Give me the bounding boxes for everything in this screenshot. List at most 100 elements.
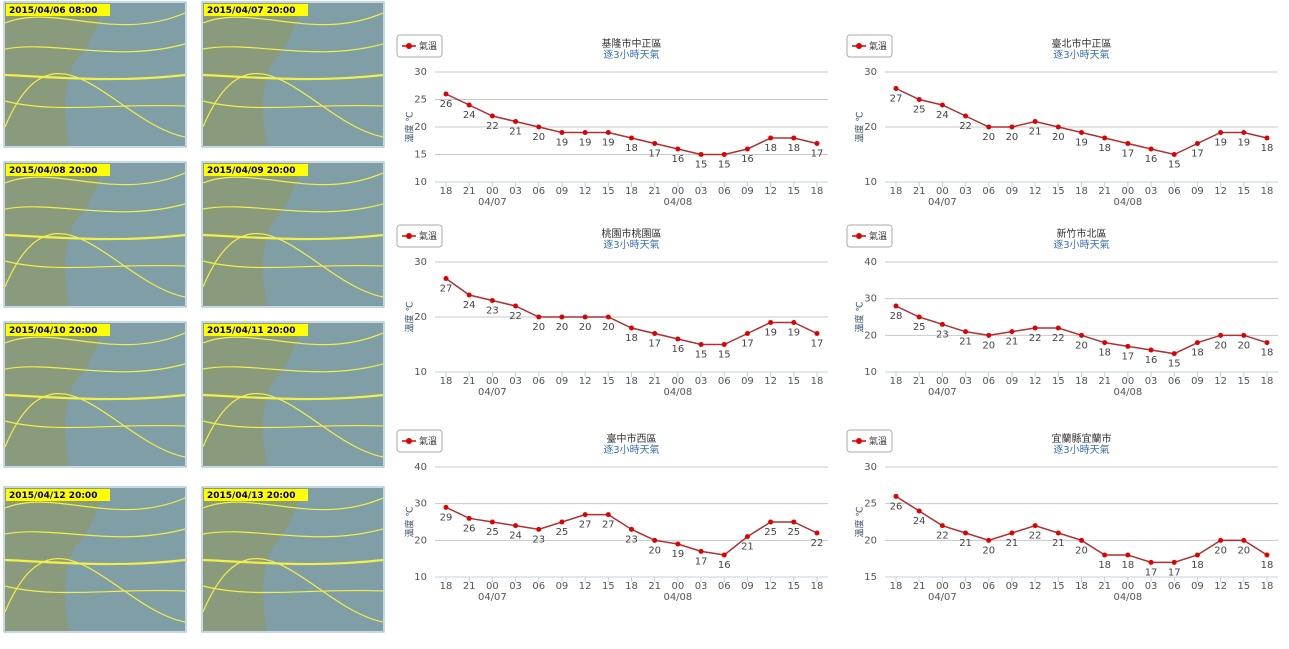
data-point xyxy=(605,130,611,135)
data-point xyxy=(466,515,472,521)
x-tick-label: 12 xyxy=(764,376,777,387)
data-point xyxy=(1125,141,1131,146)
x-tick-label: 06 xyxy=(532,186,545,197)
data-label: 26 xyxy=(440,99,453,110)
x-tick-label: 03 xyxy=(509,581,522,592)
legend-label: 氣溫 xyxy=(419,40,437,52)
legend-marker xyxy=(406,233,412,239)
y-axis-label: 溫度 ℃ xyxy=(404,507,416,538)
y-axis-label: 溫度 ℃ xyxy=(854,112,866,143)
isobar xyxy=(4,233,186,241)
data-label: 27 xyxy=(440,284,453,295)
y-tick-label: 30 xyxy=(864,67,877,78)
data-point xyxy=(986,332,992,338)
data-label: 20 xyxy=(1052,132,1065,143)
isobar xyxy=(202,420,384,429)
data-point xyxy=(768,135,774,141)
map-land xyxy=(203,488,302,631)
x-tick-label: 12 xyxy=(1214,186,1227,197)
data-label: 17 xyxy=(741,339,754,350)
isobar xyxy=(202,260,384,269)
map-land xyxy=(5,323,104,466)
data-label: 16 xyxy=(672,344,685,355)
y-tick-label: 20 xyxy=(864,330,877,341)
data-label: 15 xyxy=(718,350,731,361)
y-tick-label: 15 xyxy=(414,150,427,161)
x-tick-label: 00 xyxy=(486,581,499,592)
isobar xyxy=(4,497,186,511)
data-point xyxy=(791,135,797,141)
data-point xyxy=(963,329,969,335)
data-point xyxy=(721,342,727,347)
x-tick-label: 09 xyxy=(556,376,569,387)
x-tick-label: 15 xyxy=(602,376,615,387)
data-label: 24 xyxy=(463,300,476,311)
x-tick-label: 12 xyxy=(579,376,592,387)
x-tick-label: 06 xyxy=(982,581,995,592)
map-date: 2015/04/08 20:00 xyxy=(9,166,97,176)
data-point xyxy=(536,526,542,532)
data-label: 20 xyxy=(1237,545,1250,556)
data-label: 22 xyxy=(486,121,499,132)
isobar xyxy=(202,43,384,53)
chart-title: 臺北市中正區 xyxy=(1052,37,1112,50)
data-point xyxy=(814,331,820,336)
isobar xyxy=(202,233,384,298)
x-tick-label: 09 xyxy=(1191,581,1204,592)
x-tick-label: 12 xyxy=(579,186,592,197)
x-tick-label: 18 xyxy=(440,186,453,197)
y-tick-label: 20 xyxy=(414,312,427,323)
data-point xyxy=(652,141,658,146)
isobar xyxy=(4,172,186,186)
date-box xyxy=(6,324,110,336)
x-tick-label: 03 xyxy=(509,186,522,197)
isobar xyxy=(202,332,384,346)
data-point xyxy=(513,119,519,124)
y-axis-label: 溫度 ℃ xyxy=(854,507,866,538)
data-point xyxy=(916,314,922,320)
data-label: 25 xyxy=(913,322,926,333)
date-label: 04/08 xyxy=(663,197,692,208)
data-label: 18 xyxy=(1191,348,1204,359)
y-tick-label: 10 xyxy=(414,367,427,378)
x-tick-label: 09 xyxy=(1006,376,1019,387)
data-point xyxy=(559,314,565,320)
map-frame xyxy=(3,321,187,468)
isobar xyxy=(4,558,186,566)
data-point xyxy=(675,336,681,342)
x-tick-label: 09 xyxy=(1006,186,1019,197)
data-label: 17 xyxy=(1122,149,1135,160)
data-point xyxy=(489,298,495,303)
data-label: 20 xyxy=(1006,132,1019,143)
x-tick-label: 06 xyxy=(718,581,731,592)
x-tick-label: 00 xyxy=(486,186,499,197)
legend-box xyxy=(846,224,893,248)
data-point xyxy=(1079,332,1084,338)
data-label: 22 xyxy=(936,531,949,542)
y-tick-label: 15 xyxy=(864,572,877,583)
x-tick-label: 21 xyxy=(648,376,661,387)
isobar xyxy=(202,12,384,26)
map-land xyxy=(5,3,104,146)
x-tick-label: 06 xyxy=(532,581,545,592)
x-tick-label: 12 xyxy=(579,581,592,592)
data-label: 18 xyxy=(764,143,777,154)
map-date: 2015/04/06 08:00 xyxy=(9,6,97,16)
data-label: 17 xyxy=(1145,567,1158,578)
x-tick-label: 15 xyxy=(1237,376,1250,387)
data-point xyxy=(893,86,899,91)
data-label: 17 xyxy=(1122,351,1135,362)
data-label: 15 xyxy=(718,160,731,171)
x-tick-label: 00 xyxy=(672,376,685,387)
data-label: 21 xyxy=(959,337,972,348)
data-point xyxy=(443,91,449,97)
map-land xyxy=(5,488,104,631)
isobar xyxy=(202,73,384,81)
data-point xyxy=(1194,141,1200,146)
isobar xyxy=(4,420,186,429)
data-label: 21 xyxy=(741,542,754,553)
data-point xyxy=(744,534,750,540)
data-point xyxy=(1009,329,1015,335)
map-land xyxy=(5,163,104,306)
